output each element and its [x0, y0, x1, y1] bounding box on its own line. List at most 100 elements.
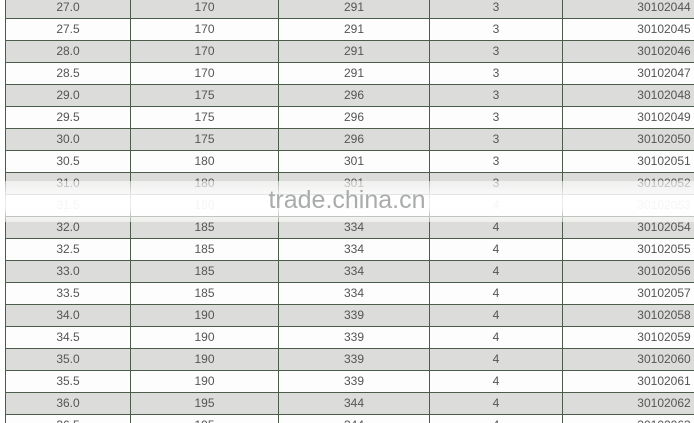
cell-part-no: 30102044 — [562, 0, 694, 19]
cell-dim-b: 301 — [278, 150, 430, 173]
cell-dim-a: 190 — [130, 370, 279, 393]
cell-qty: 3 — [429, 84, 563, 107]
cell-qty: 3 — [429, 0, 563, 19]
cell-dim-b: 301 — [278, 172, 430, 195]
cell-dim-b: 334 — [278, 282, 430, 305]
cell-qty: 4 — [429, 326, 563, 349]
cell-size: 35.0 — [5, 348, 131, 371]
spec-table-container: 27.0 170 291 3 30102044 27.5 170 291 3 30102045 28… — [5, 0, 694, 423]
cell-dim-b: 339 — [278, 370, 430, 393]
cell-dim-b: 339 — [278, 304, 430, 327]
cell-part-no: 30102053 — [562, 194, 694, 217]
cell-size: 34.0 — [5, 304, 131, 327]
cell-dim-b: 291 — [278, 40, 430, 63]
cell-dim-b: 296 — [278, 106, 430, 129]
cell-size: 33.5 — [5, 282, 131, 305]
cell-qty: 3 — [429, 18, 563, 41]
cell-part-no: 30102052 — [562, 172, 694, 195]
cell-qty: 4 — [429, 216, 563, 239]
cell-size: 35.5 — [5, 370, 131, 393]
cell-dim-b: 334 — [278, 216, 430, 239]
cell-qty: 3 — [429, 40, 563, 63]
cell-dim-a: 185 — [130, 238, 279, 261]
cell-dim-a: 180 — [130, 172, 279, 195]
cell-dim-a: 195 — [130, 392, 279, 415]
cell-dim-a: 175 — [130, 106, 279, 129]
table-row: 31.0 180 301 3 30102052 — [5, 172, 694, 195]
cell-size: 30.0 — [5, 128, 131, 151]
cell-dim-a: 180 — [130, 194, 279, 217]
cell-dim-a: 185 — [130, 260, 279, 283]
cell-qty: 4 — [429, 238, 563, 261]
cell-qty: 4 — [429, 414, 563, 423]
cell-size: 31.0 — [5, 172, 131, 195]
cell-dim-a: 190 — [130, 304, 279, 327]
cell-part-no: 30102045 — [562, 18, 694, 41]
cell-dim-b: 339 — [278, 326, 430, 349]
cell-dim-a: 175 — [130, 128, 279, 151]
table-row: 33.0 185 334 4 30102056 — [5, 260, 694, 283]
cell-dim-a: 180 — [130, 150, 279, 173]
cell-part-no: 30102051 — [562, 150, 694, 173]
cell-dim-a: 175 — [130, 84, 279, 107]
cell-dim-a: 170 — [130, 40, 279, 63]
cell-dim-a: 190 — [130, 326, 279, 349]
table-row: 30.5 180 301 3 30102051 — [5, 150, 694, 173]
cell-part-no: 30102055 — [562, 238, 694, 261]
cell-dim-b: 334 — [278, 260, 430, 283]
cell-dim-a: 195 — [130, 414, 279, 423]
cell-qty: 4 — [429, 370, 563, 393]
cell-part-no: 30102060 — [562, 348, 694, 371]
cell-dim-b: 296 — [278, 84, 430, 107]
cell-qty: 3 — [429, 106, 563, 129]
cell-qty: 3 — [429, 172, 563, 195]
cell-dim-b: 339 — [278, 348, 430, 371]
cell-qty: 3 — [429, 150, 563, 173]
table-row: 32.0 185 334 4 30102054 — [5, 216, 694, 239]
cell-size: 36.5 — [5, 414, 131, 423]
table-row: 34.0 190 339 4 30102058 — [5, 304, 694, 327]
cell-qty: 4 — [429, 260, 563, 283]
table-row: 28.5 170 291 3 30102047 — [5, 62, 694, 85]
table-row: 29.0 175 296 3 30102048 — [5, 84, 694, 107]
cell-qty: 4 — [429, 194, 563, 217]
cell-part-no: 30102050 — [562, 128, 694, 151]
cell-part-no: 30102049 — [562, 106, 694, 129]
specification-table: 27.0 170 291 3 30102044 27.5 170 291 3 30102045 28… — [5, 0, 694, 423]
cell-part-no: 30102059 — [562, 326, 694, 349]
cell-size: 34.5 — [5, 326, 131, 349]
cell-dim-b: 301 — [278, 194, 430, 217]
cell-qty: 4 — [429, 282, 563, 305]
cell-part-no: 30102048 — [562, 84, 694, 107]
cell-part-no: 30102046 — [562, 40, 694, 63]
cell-dim-b: 291 — [278, 62, 430, 85]
table-row: 28.0 170 291 3 30102046 — [5, 40, 694, 63]
table-row: 36.0 195 344 4 30102062 — [5, 392, 694, 415]
cell-dim-a: 190 — [130, 348, 279, 371]
table-row: 29.5 175 296 3 30102049 — [5, 106, 694, 129]
cell-size: 31.5 — [5, 194, 131, 217]
cell-qty: 4 — [429, 348, 563, 371]
cell-part-no: 30102047 — [562, 62, 694, 85]
cell-size: 29.0 — [5, 84, 131, 107]
cell-dim-a: 170 — [130, 62, 279, 85]
cell-dim-a: 185 — [130, 216, 279, 239]
cell-qty: 3 — [429, 128, 563, 151]
cell-part-no: 30102058 — [562, 304, 694, 327]
cell-size: 27.5 — [5, 18, 131, 41]
cell-size: 33.0 — [5, 260, 131, 283]
cell-qty: 3 — [429, 62, 563, 85]
cell-size: 27.0 — [5, 0, 131, 19]
cell-dim-b: 334 — [278, 238, 430, 261]
cell-qty: 4 — [429, 304, 563, 327]
cell-size: 36.0 — [5, 392, 131, 415]
cell-part-no: 30102056 — [562, 260, 694, 283]
cell-dim-b: 344 — [278, 414, 430, 423]
cell-size: 29.5 — [5, 106, 131, 129]
cell-dim-b: 296 — [278, 128, 430, 151]
cell-part-no: 30102061 — [562, 370, 694, 393]
table-row: 27.0 170 291 3 30102044 — [5, 0, 694, 19]
table-row: 27.5 170 291 3 30102045 — [5, 18, 694, 41]
cell-size: 28.0 — [5, 40, 131, 63]
